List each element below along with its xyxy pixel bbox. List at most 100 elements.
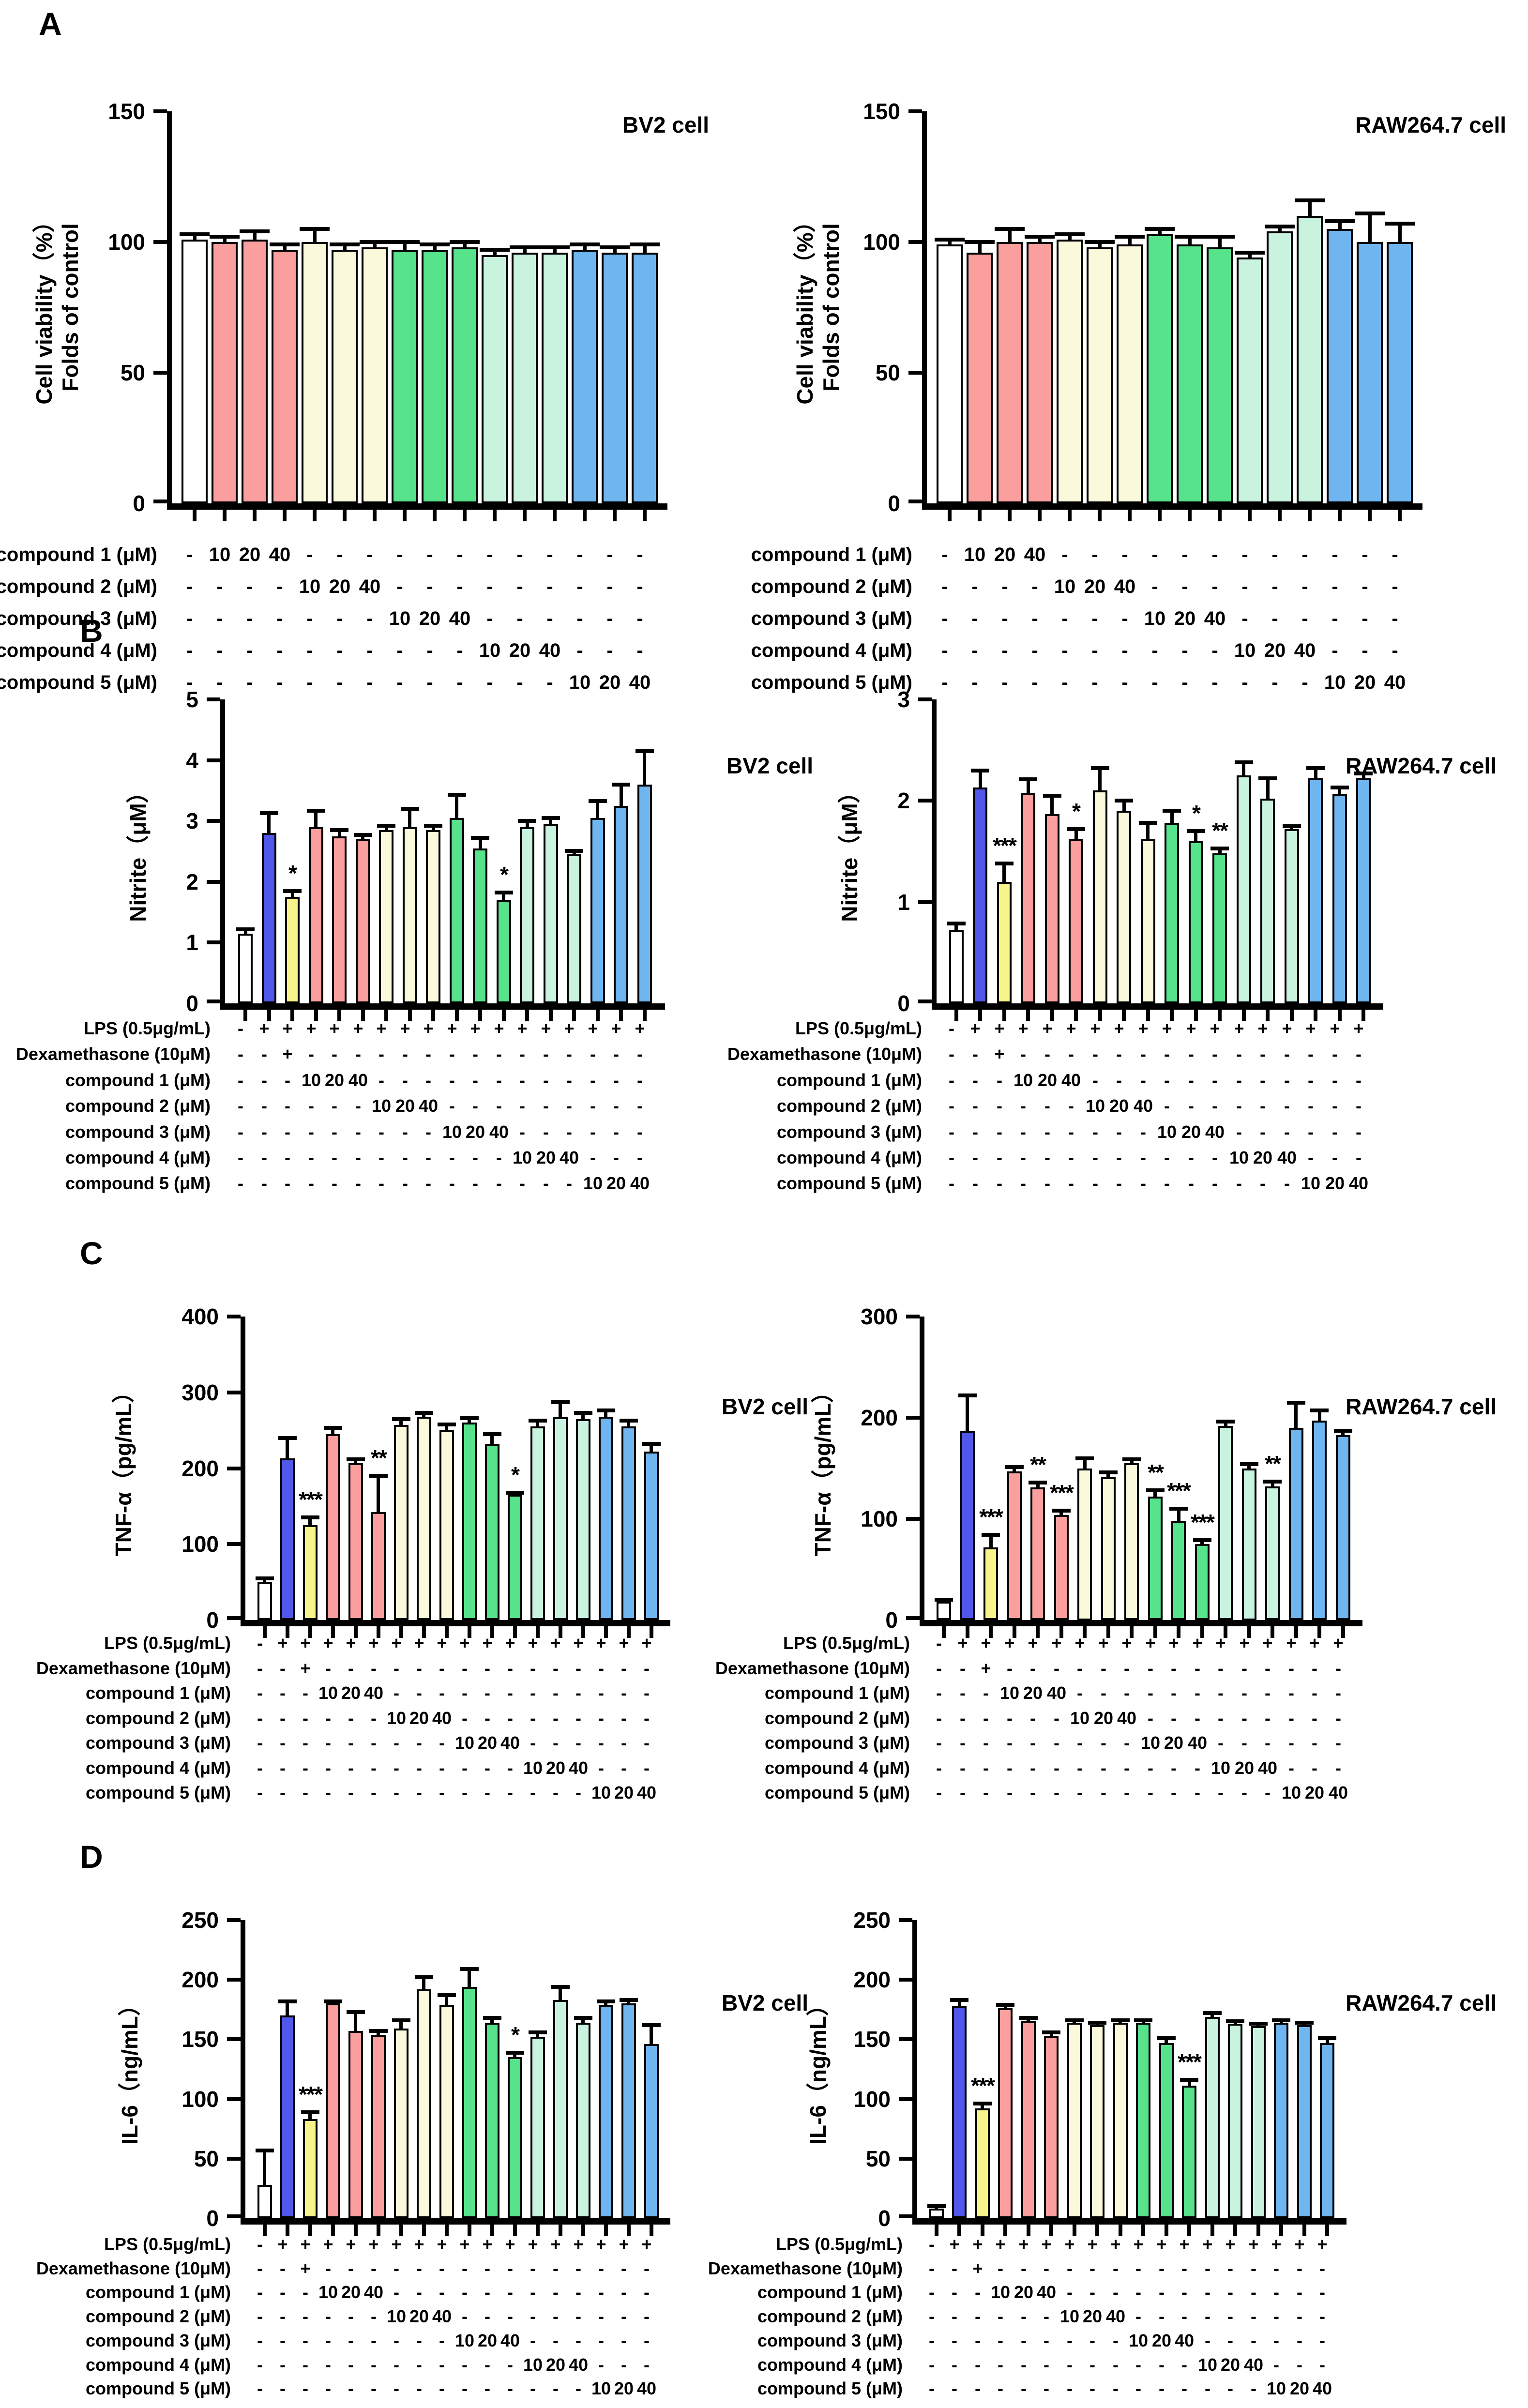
bar	[508, 2057, 522, 2218]
row-cell: +	[641, 2234, 652, 2254]
row-cell: -	[519, 1122, 525, 1142]
row-cell: -	[949, 1018, 954, 1038]
y-tick-mark	[906, 1517, 920, 1521]
row-cell: -	[257, 1758, 263, 1778]
error-bar-stem	[1128, 237, 1132, 246]
row-cell: -	[621, 2306, 627, 2326]
bar	[960, 1431, 975, 1620]
row-cell: -	[929, 2258, 935, 2278]
error-bar-stem	[1098, 242, 1102, 249]
row-cell: -	[348, 1708, 354, 1728]
error-bar-cap	[1122, 1457, 1141, 1461]
chart-title: RAW264.7 cell	[1346, 753, 1497, 778]
significance-stars: *	[1192, 801, 1201, 826]
y-tick-mark	[227, 1391, 241, 1394]
error-bar-cap	[1235, 251, 1265, 255]
row-cell: -	[355, 1148, 361, 1167]
row-cell: +	[300, 1633, 311, 1653]
row-cell: +	[300, 1658, 311, 1678]
row-cell: -	[366, 640, 373, 661]
error-bar-cap	[1265, 225, 1295, 228]
row-cell: -	[393, 1683, 399, 1703]
x-tick-mark	[399, 2225, 403, 2236]
x-tick-mark	[1074, 1010, 1078, 1021]
row-cell: -	[598, 2355, 604, 2375]
row-cell: +	[611, 1018, 621, 1038]
x-tick-mark	[619, 1010, 623, 1021]
row-cell: -	[949, 1122, 954, 1142]
row-label: compound 3 (μM)	[757, 2331, 903, 2350]
row-cell: -	[1241, 576, 1248, 597]
error-bar-cap	[1216, 1420, 1235, 1424]
row-cell: 20	[324, 1070, 345, 1090]
bar	[530, 2037, 545, 2218]
error-bar-cap	[483, 1432, 501, 1436]
x-tick-mark	[1271, 1626, 1274, 1638]
y-axis-label: TNF-α（pg/mL）	[810, 1380, 835, 1557]
y-tick-label: 0	[878, 2206, 891, 2231]
x-tick-mark	[377, 2225, 380, 2236]
x-tick-mark	[978, 510, 982, 521]
error-bar-cap	[1065, 2018, 1084, 2022]
x-tick-mark	[1224, 1626, 1227, 1638]
row-cell: 10	[386, 2306, 407, 2326]
row-cell: -	[306, 544, 313, 565]
error-bar-cap	[574, 2016, 592, 2020]
row-label: Dexamethasone (10μM)	[36, 1658, 231, 1678]
bar	[482, 255, 508, 503]
y-tick-mark	[153, 500, 167, 503]
error-bar-stem	[1165, 2038, 1168, 2045]
bar	[512, 253, 538, 503]
error-bar-cap	[982, 1533, 1000, 1537]
error-bar-stem	[1368, 213, 1372, 243]
row-cell: +	[1271, 2234, 1282, 2254]
row-cell: -	[546, 544, 553, 565]
y-tick-label: 250	[853, 1908, 891, 1933]
row-cell: -	[644, 1758, 650, 1778]
error-bar-cap	[995, 862, 1014, 865]
row-cell: +	[1294, 2234, 1305, 2254]
row-cell: 20	[536, 1148, 556, 1167]
row-cell: -	[507, 2282, 513, 2302]
x-tick-mark	[1218, 1010, 1222, 1021]
row-cell: -	[280, 1658, 286, 1678]
error-bar-stem	[643, 751, 646, 786]
row-cell: -	[1092, 1173, 1098, 1193]
chart-title: RAW264.7 cell	[1346, 1990, 1497, 2015]
bar	[1289, 1428, 1303, 1620]
row-cell: -	[1148, 1783, 1153, 1802]
error-bar-cap	[1029, 1481, 1047, 1484]
error-bar-cap	[347, 2010, 365, 2014]
x-tick-mark	[354, 1626, 358, 1638]
bar	[1124, 1463, 1139, 1620]
row-cell: -	[1265, 1733, 1271, 1753]
bar	[348, 2031, 363, 2218]
row-cell: -	[1091, 672, 1098, 693]
error-bar-stem	[490, 1434, 494, 1445]
row-cell: +	[1018, 2234, 1029, 2254]
row-cell: -	[1101, 1758, 1106, 1778]
y-tick-label: 250	[182, 1908, 219, 1933]
row-cell: -	[186, 576, 193, 597]
bar	[452, 247, 478, 503]
row-cell: -	[355, 1122, 361, 1142]
row-cell: 10	[523, 1758, 543, 1778]
row-cell: 10	[1085, 1096, 1105, 1116]
row-cell: -	[1319, 2306, 1325, 2326]
row-cell: -	[1260, 1044, 1266, 1064]
x-tick-mark	[1302, 2225, 1306, 2236]
bar	[280, 2015, 295, 2218]
row-cell: -	[1212, 1148, 1218, 1167]
row-cell: -	[553, 2378, 559, 2398]
row-cell: -	[1030, 1758, 1036, 1778]
row-cell: -	[530, 2306, 536, 2326]
row-cell: -	[1159, 2282, 1165, 2302]
row-cell: -	[1241, 1683, 1247, 1703]
row-cell: 10	[1013, 1070, 1033, 1090]
row-cell: +	[353, 1018, 363, 1038]
row-cell: -	[598, 1683, 604, 1703]
row-cell: -	[575, 2282, 581, 2302]
row-cell: -	[507, 1683, 513, 1703]
row-cell: +	[1145, 1633, 1156, 1653]
row-cell: +	[949, 2234, 960, 2254]
